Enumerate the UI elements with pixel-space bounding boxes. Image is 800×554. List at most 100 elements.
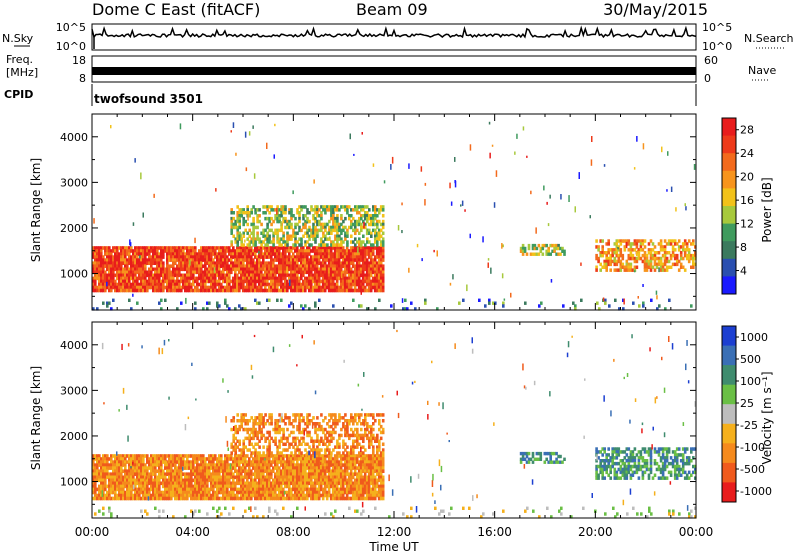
echo-cell: [174, 490, 177, 495]
echo-cell: [315, 288, 319, 293]
echo-cell: [356, 228, 359, 233]
echo-cell: [176, 249, 179, 253]
echo-cell: [270, 463, 273, 467]
echo-cell: [260, 285, 263, 290]
echo-cell: [374, 222, 377, 227]
echo-speck: [590, 159, 593, 166]
echo-cell: [100, 273, 103, 278]
echo-cell: [363, 276, 367, 281]
echo-cell: [172, 475, 175, 480]
echo-cell: [116, 460, 119, 464]
echo-cell: [347, 279, 351, 284]
echo-speck: [578, 172, 580, 179]
echo-cell: [327, 282, 331, 287]
echo-cell: [366, 307, 369, 311]
freq-trace: [92, 67, 696, 75]
echo-cell: [232, 457, 235, 461]
echo-cell: [292, 228, 295, 233]
echo-cell: [234, 481, 237, 486]
echo-cell: [160, 475, 163, 480]
echo-cell: [653, 251, 657, 255]
echo-cell: [341, 273, 345, 278]
echo-cell: [345, 276, 349, 281]
echo-cell: [300, 208, 303, 212]
echo-cell: [280, 472, 283, 476]
echo-cell: [341, 252, 345, 256]
echo-cell: [126, 487, 129, 492]
echo-cell: [240, 493, 243, 498]
echo-cell: [355, 255, 359, 259]
echo-cell: [649, 253, 653, 258]
freq-tick-top: 18: [72, 54, 86, 67]
echo-cell: [222, 463, 225, 467]
echo-cell: [371, 285, 375, 290]
echo-cell: [148, 252, 151, 256]
echo-cell: [106, 304, 109, 308]
echo-cell: [132, 288, 135, 293]
echo-cell: [224, 469, 227, 473]
echo-cell: [365, 264, 369, 268]
echo-cell: [252, 460, 255, 464]
echo-cell: [663, 245, 667, 249]
echo-cell: [186, 288, 189, 293]
echo-cell: [142, 460, 145, 464]
echo-cell: [643, 265, 647, 269]
echo-cell: [327, 288, 331, 293]
echo-cell: [108, 270, 111, 275]
echo-cell: [162, 276, 165, 281]
echo-cell: [232, 276, 235, 281]
echo-cell: [692, 256, 695, 261]
echo-cell: [302, 252, 305, 256]
echo-cell: [268, 457, 271, 461]
echo-cell: [262, 493, 265, 498]
echo-cell: [122, 276, 125, 281]
echo-cell: [104, 454, 107, 458]
echo-cell: [180, 490, 183, 495]
echo-cell: [284, 267, 287, 272]
echo-cell: [329, 264, 333, 268]
echo-cell: [694, 256, 697, 261]
echo-cell: [284, 478, 287, 483]
echo-cell: [228, 264, 231, 268]
echo-cell: [617, 248, 621, 252]
echo-cell: [359, 246, 363, 250]
echo-cell: [322, 243, 325, 247]
echo-cell: [284, 240, 287, 244]
echo-cell: [278, 216, 281, 221]
echo-cell: [367, 264, 371, 268]
echo-cell: [424, 298, 427, 302]
echo-speck: [574, 206, 576, 213]
echo-cell: [302, 466, 305, 470]
echo-cell: [164, 487, 167, 492]
echo-cell: [356, 219, 359, 224]
echo-cell: [258, 252, 261, 256]
echo-cell: [210, 270, 213, 275]
echo-cell: [353, 273, 357, 278]
echo-cell: [198, 249, 201, 253]
echo-cell: [136, 457, 139, 461]
echo-cell: [118, 484, 121, 489]
echo-cell: [262, 481, 265, 486]
echo-cell: [349, 273, 353, 278]
echo-cell: [280, 237, 283, 241]
echo-cell: [144, 463, 147, 467]
echo-cell: [346, 240, 349, 244]
echo-cell: [351, 279, 355, 284]
echo-cell: [194, 270, 197, 275]
echo-cell: [252, 231, 255, 235]
echo-cell: [607, 242, 610, 246]
echo-cell: [168, 460, 171, 464]
echo-cell: [378, 228, 381, 233]
echo-cell: [150, 246, 153, 250]
echo-cell: [335, 249, 339, 253]
echo-cell: [112, 475, 115, 480]
echo-cell: [292, 267, 295, 272]
echo-cell: [276, 276, 279, 281]
echo-cell: [270, 252, 273, 256]
echo-cell: [336, 240, 339, 244]
echo-cell: [599, 253, 602, 258]
echo-cell: [146, 261, 149, 265]
echo-cell: [292, 282, 295, 287]
echo-speck: [252, 125, 254, 129]
echo-cell: [319, 279, 323, 284]
